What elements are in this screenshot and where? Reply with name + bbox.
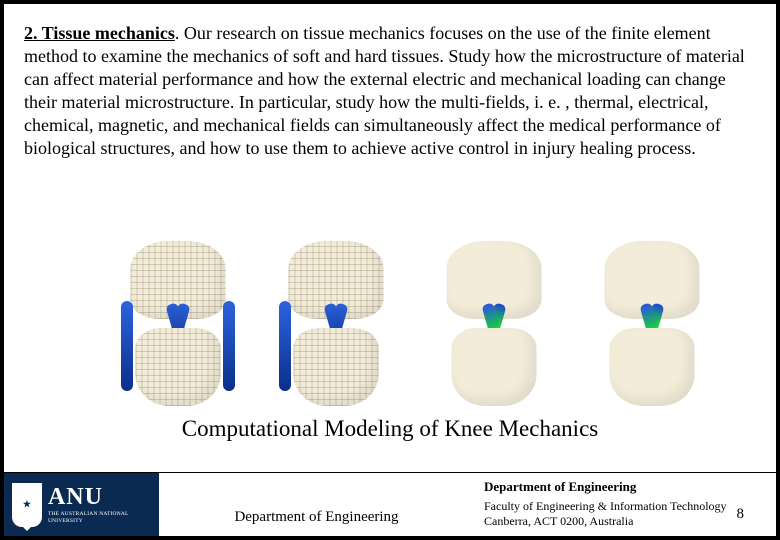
- crest-icon: ★: [12, 483, 42, 527]
- footer-center: Department of Engineering: [159, 473, 474, 536]
- tibia-bone: [452, 328, 537, 406]
- section-heading: 2. Tissue mechanics: [24, 23, 175, 43]
- anu-acronym: ANU: [48, 485, 151, 509]
- anu-text: ANU THE AUSTRALIAN NATIONAL UNIVERSITY: [48, 485, 151, 523]
- knee-model-1: [113, 241, 243, 406]
- knee-model-2: [271, 241, 401, 406]
- address-line: Canberra, ACT 0200, Australia: [484, 514, 766, 529]
- slide-footer: ★ ANU THE AUSTRALIAN NATIONAL UNIVERSITY…: [4, 472, 776, 536]
- slide: 2. Tissue mechanics. Our research on tis…: [4, 4, 776, 536]
- body-paragraph: 2. Tissue mechanics. Our research on tis…: [24, 22, 756, 160]
- tibia-bone: [136, 328, 221, 406]
- dept-name: Department of Engineering: [484, 479, 766, 495]
- faculty-line: Faculty of Engineering & Information Tec…: [484, 499, 766, 514]
- tibia-bone: [294, 328, 379, 406]
- section-text: . Our research on tissue mechanics focus…: [24, 23, 745, 158]
- ligament-icon: [223, 301, 235, 391]
- page-number: 8: [737, 505, 745, 524]
- knee-model-4: [587, 241, 717, 406]
- knee-figure-row: [94, 236, 736, 406]
- ligament-icon: [279, 301, 291, 391]
- anu-logo: ★ ANU THE AUSTRALIAN NATIONAL UNIVERSITY: [4, 473, 159, 536]
- knee-model-3: [429, 241, 559, 406]
- anu-fullname: THE AUSTRALIAN NATIONAL UNIVERSITY: [48, 511, 151, 523]
- tibia-bone: [610, 328, 695, 406]
- ligament-icon: [121, 301, 133, 391]
- figure-caption: Computational Modeling of Knee Mechanics: [4, 416, 776, 442]
- footer-right: Department of Engineering Faculty of Eng…: [474, 473, 776, 536]
